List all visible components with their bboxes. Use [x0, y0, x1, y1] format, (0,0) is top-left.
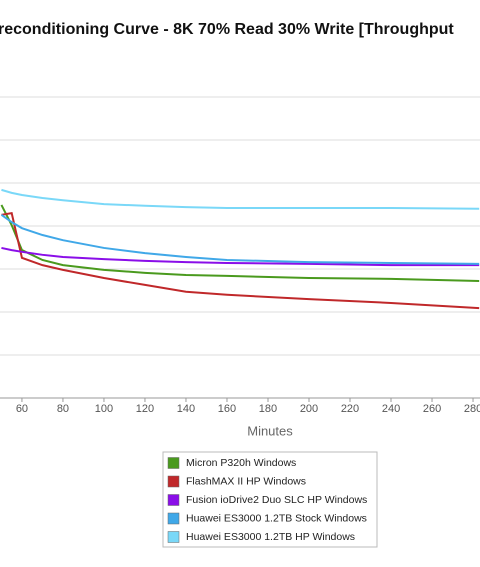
x-tick-label: 80: [57, 403, 69, 415]
series-line: [1, 246, 480, 267]
x-tick-label: 140: [177, 403, 195, 415]
x-tick-label: 260: [423, 403, 441, 415]
legend-label: Huawei ES3000 1.2TB HP Windows: [186, 531, 355, 543]
legend-label: Fusion ioDrive2 Duo SLC HP Windows: [186, 494, 367, 506]
x-tick-label: 180: [259, 403, 277, 415]
chart-title: reconditioning Curve - 8K 70% Read 30% W…: [0, 21, 454, 38]
legend-swatch: [167, 457, 180, 469]
x-tick-label: 220: [341, 403, 359, 415]
x-tick-label: 200: [300, 403, 318, 415]
legend-swatch: [167, 494, 180, 506]
x-tick-label: 60: [16, 403, 28, 415]
x-tick-label: 100: [95, 403, 113, 415]
series-line: [0, 214, 480, 265]
legend-label: FlashMAX II HP Windows: [186, 475, 306, 487]
legend-swatch: [167, 531, 180, 543]
series-line: [1, 211, 480, 310]
x-tick-label: 120: [136, 403, 154, 415]
legend-swatch: [167, 512, 180, 525]
x-axis-title: Minutes: [247, 423, 293, 438]
series-line: [1, 188, 480, 210]
x-tick-label: 240: [382, 403, 400, 415]
legend-label: Huawei ES3000 1.2TB Stock Windows: [186, 512, 367, 524]
x-tick-label: 280: [464, 403, 480, 415]
legend-label: Micron P320h Windows: [186, 457, 296, 469]
legend-box: [162, 451, 378, 548]
x-tick-label: 160: [218, 403, 236, 415]
legend-swatch: [167, 475, 180, 488]
